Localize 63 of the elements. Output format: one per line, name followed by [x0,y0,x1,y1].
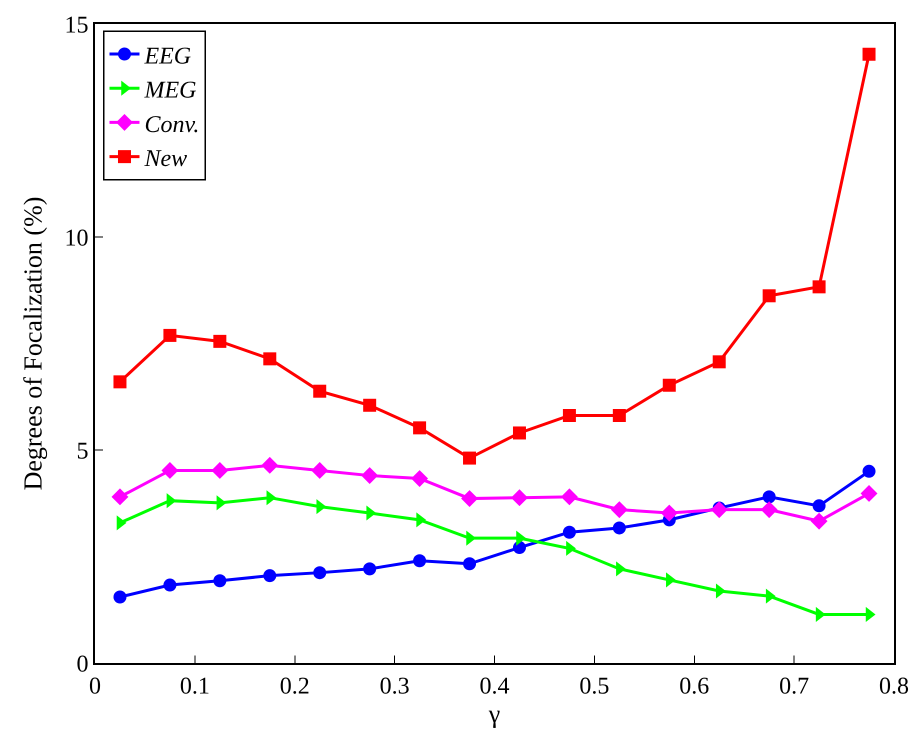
point [213,574,226,588]
point [760,501,778,518]
point [660,504,678,522]
point [313,566,326,580]
x-tick-label: 0.2 [280,674,310,700]
point [261,456,278,474]
point [463,557,476,570]
x-tick-label: 0.1 [180,674,210,700]
point [163,578,176,592]
x-tick-label: 0.4 [480,674,510,700]
y-tick-label: 10 [64,225,88,252]
point [810,512,828,530]
x-tick-label: 0.3 [380,674,410,700]
point [311,462,328,479]
y-tick-label: 5 [76,438,88,464]
point [562,408,576,422]
legend-label: New [143,146,188,172]
point [762,490,776,504]
point [211,462,228,479]
point [361,467,378,484]
point [812,280,826,294]
point [860,485,878,502]
point [163,328,176,342]
x-tick-label: 0.8 [879,674,909,700]
point [161,462,178,479]
point [112,488,128,506]
point [463,452,476,465]
y-axis-title: Degrees of Focalization (%) [18,196,48,490]
point [612,521,626,534]
point [562,526,576,539]
point [263,569,276,582]
point [461,490,478,508]
point [662,378,676,392]
y-tick-label: 0 [76,651,88,678]
point [413,554,426,568]
point [612,408,626,422]
point [762,289,776,302]
y-tick-label: 15 [64,12,88,38]
point [313,384,326,398]
point [363,562,376,576]
point [712,355,726,368]
x-tick-label: 0.6 [679,674,710,700]
point [710,501,728,518]
legend-label: Conv. [144,112,200,138]
point [812,499,826,512]
point [411,470,428,487]
point [610,501,628,518]
point [560,488,578,506]
point [363,398,376,412]
point [862,464,876,478]
point [413,421,426,434]
x-tick-label: 0.7 [779,674,810,700]
legend-label: EEG [143,43,192,70]
point [113,590,126,604]
point [263,352,276,366]
point [862,48,876,61]
point [213,334,226,348]
point [512,426,526,440]
legend-label: MEG [143,78,196,104]
x-axis-title: γ [488,700,500,729]
point [113,375,126,388]
x-tick-label: 0.5 [579,674,610,700]
point [511,489,528,506]
